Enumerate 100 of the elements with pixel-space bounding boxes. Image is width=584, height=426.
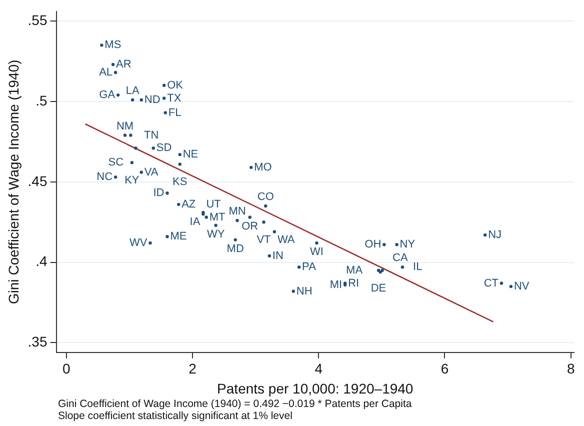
point — [116, 93, 120, 97]
point — [100, 44, 104, 47]
data-label: AL — [99, 66, 113, 79]
point — [272, 230, 276, 234]
y-axis-title: Gini Coefficient of Wage Income (1940) — [5, 60, 22, 304]
point — [315, 241, 318, 245]
x-tick-label: 8 — [566, 360, 575, 377]
point — [483, 233, 487, 237]
point — [250, 166, 253, 170]
point — [140, 170, 143, 174]
y-tick-label: .45 — [28, 172, 48, 189]
data-label: IA — [190, 216, 201, 228]
data-label: IL — [413, 261, 422, 274]
data-label: NC — [96, 171, 113, 184]
point — [297, 266, 301, 269]
data-label: VT — [256, 234, 272, 246]
point — [111, 62, 115, 66]
data-label: ID — [153, 187, 164, 200]
x-axis-title: Patents per 10,000: 1920–1940 — [217, 380, 414, 396]
data-label: CO — [257, 191, 274, 204]
data-label: NH — [296, 285, 312, 298]
y-tick-label: .4 — [36, 253, 48, 270]
data-label: RI — [348, 277, 360, 290]
point — [234, 238, 237, 242]
data-label: SC — [108, 156, 124, 168]
data-label: OR — [242, 220, 258, 232]
data-label: CT — [484, 277, 499, 290]
data-label: MA — [346, 264, 364, 276]
data-label: LA — [126, 84, 140, 97]
data-label: AZ — [182, 198, 196, 210]
point — [140, 98, 143, 102]
point — [164, 111, 167, 114]
x-tick-label: 0 — [62, 360, 70, 377]
point — [129, 134, 132, 137]
point — [162, 96, 166, 100]
data-label: NV — [514, 280, 530, 292]
point — [395, 243, 398, 246]
point — [262, 220, 266, 224]
data-label: FL — [168, 106, 182, 119]
data-label: NE — [182, 148, 198, 161]
data-label: MI — [330, 278, 342, 291]
data-label: VA — [144, 166, 159, 178]
point — [509, 284, 513, 288]
point — [114, 70, 118, 74]
data-label: MD — [226, 242, 244, 255]
data-label: NJ — [488, 229, 502, 242]
data-label: MT — [209, 211, 226, 224]
point — [148, 241, 152, 245]
data-label: AR — [116, 58, 132, 71]
data-label: WI — [310, 246, 324, 258]
point — [166, 234, 169, 238]
point — [178, 162, 182, 166]
point — [166, 192, 169, 195]
point — [152, 146, 155, 150]
data-label: MN — [228, 206, 246, 218]
point — [162, 84, 166, 87]
data-label: MS — [104, 39, 122, 52]
data-label: ND — [144, 94, 160, 106]
data-label: MO — [254, 161, 272, 174]
point — [292, 290, 295, 293]
data-label: ME — [170, 230, 187, 243]
data-label: CA — [392, 252, 408, 264]
point — [178, 152, 182, 156]
data-label: KS — [172, 176, 188, 188]
point — [114, 175, 118, 179]
data-label: IN — [272, 250, 284, 262]
point — [134, 146, 138, 150]
y-tick-label: .55 — [28, 12, 48, 28]
data-label: NM — [116, 120, 134, 132]
x-tick-label: 2 — [188, 360, 197, 377]
data-label: WA — [277, 234, 296, 246]
y-tick-label: .35 — [28, 334, 48, 350]
data-label: TX — [167, 92, 182, 104]
x-tick-label: 4 — [314, 360, 323, 377]
data-label: KY — [124, 174, 140, 187]
point — [236, 218, 239, 222]
data-label: TN — [144, 129, 159, 142]
point — [264, 204, 268, 208]
point — [177, 202, 180, 206]
point — [382, 243, 386, 246]
data-label: GA — [99, 89, 116, 102]
point — [204, 216, 208, 219]
data-label: WY — [206, 228, 226, 240]
point — [130, 98, 134, 102]
text: Gini Coefficient of Wage Income (1940) = 0.492 −0.019 * Patents per Capita — [58, 398, 412, 410]
point — [500, 282, 504, 285]
text: Slope coefficient statistically significant at 1% level — [58, 410, 294, 422]
data-label: SD — [156, 142, 172, 154]
x-tick-label: 6 — [440, 360, 449, 377]
data-label: NY — [400, 238, 416, 251]
data-label: UT — [206, 198, 222, 210]
data-label: OH — [364, 238, 382, 251]
data-label: DE — [370, 282, 386, 294]
point — [123, 134, 127, 137]
data-label: PA — [302, 261, 317, 274]
data-label: WV — [129, 237, 148, 250]
point — [248, 216, 252, 219]
point — [268, 254, 272, 258]
y-tick-label: .5 — [36, 92, 48, 108]
data-label: OK — [167, 79, 184, 92]
